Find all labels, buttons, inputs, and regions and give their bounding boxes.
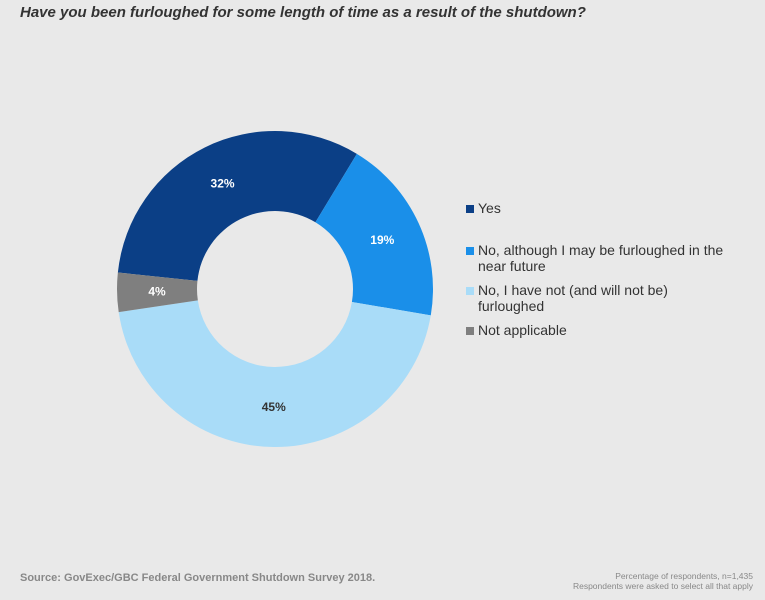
legend-item-no: No, I have not (and will not be) furloug… — [466, 282, 708, 314]
legend-label: No, although I may be furloughed in the … — [478, 242, 724, 274]
footnote: Percentage of respondents, n=1,435 Respon… — [573, 571, 753, 591]
footnote-line: Percentage of respondents, n=1,435 — [615, 571, 753, 581]
data-label: 19% — [370, 233, 394, 247]
data-label: 4% — [148, 284, 166, 298]
legend-swatch — [466, 327, 474, 335]
source-note: Source: GovExec/GBC Federal Government S… — [20, 572, 376, 584]
legend-label: No, I have not (and will not be) furloug… — [478, 282, 668, 314]
legend-label: Not applicable — [478, 322, 567, 338]
data-label: 32% — [211, 176, 235, 190]
donut-slice — [118, 300, 431, 447]
legend-label: Yes — [478, 200, 501, 216]
legend-swatch — [466, 247, 474, 255]
legend-item-na: Not applicable — [466, 322, 736, 338]
chart-title: Have you been furloughed for some length… — [20, 4, 586, 21]
legend: Yes No, although I may be furloughed in … — [466, 200, 736, 338]
donut-slice — [117, 130, 357, 281]
data-label: 45% — [262, 400, 286, 414]
footnote-line: Respondents were asked to select all tha… — [572, 581, 753, 591]
donut-slice — [116, 272, 198, 313]
legend-item-yes: Yes — [466, 200, 736, 216]
legend-item-maybe: No, although I may be furloughed in the … — [466, 242, 736, 274]
donut-slice — [315, 153, 433, 316]
legend-swatch — [466, 287, 474, 295]
legend-swatch — [466, 205, 474, 213]
